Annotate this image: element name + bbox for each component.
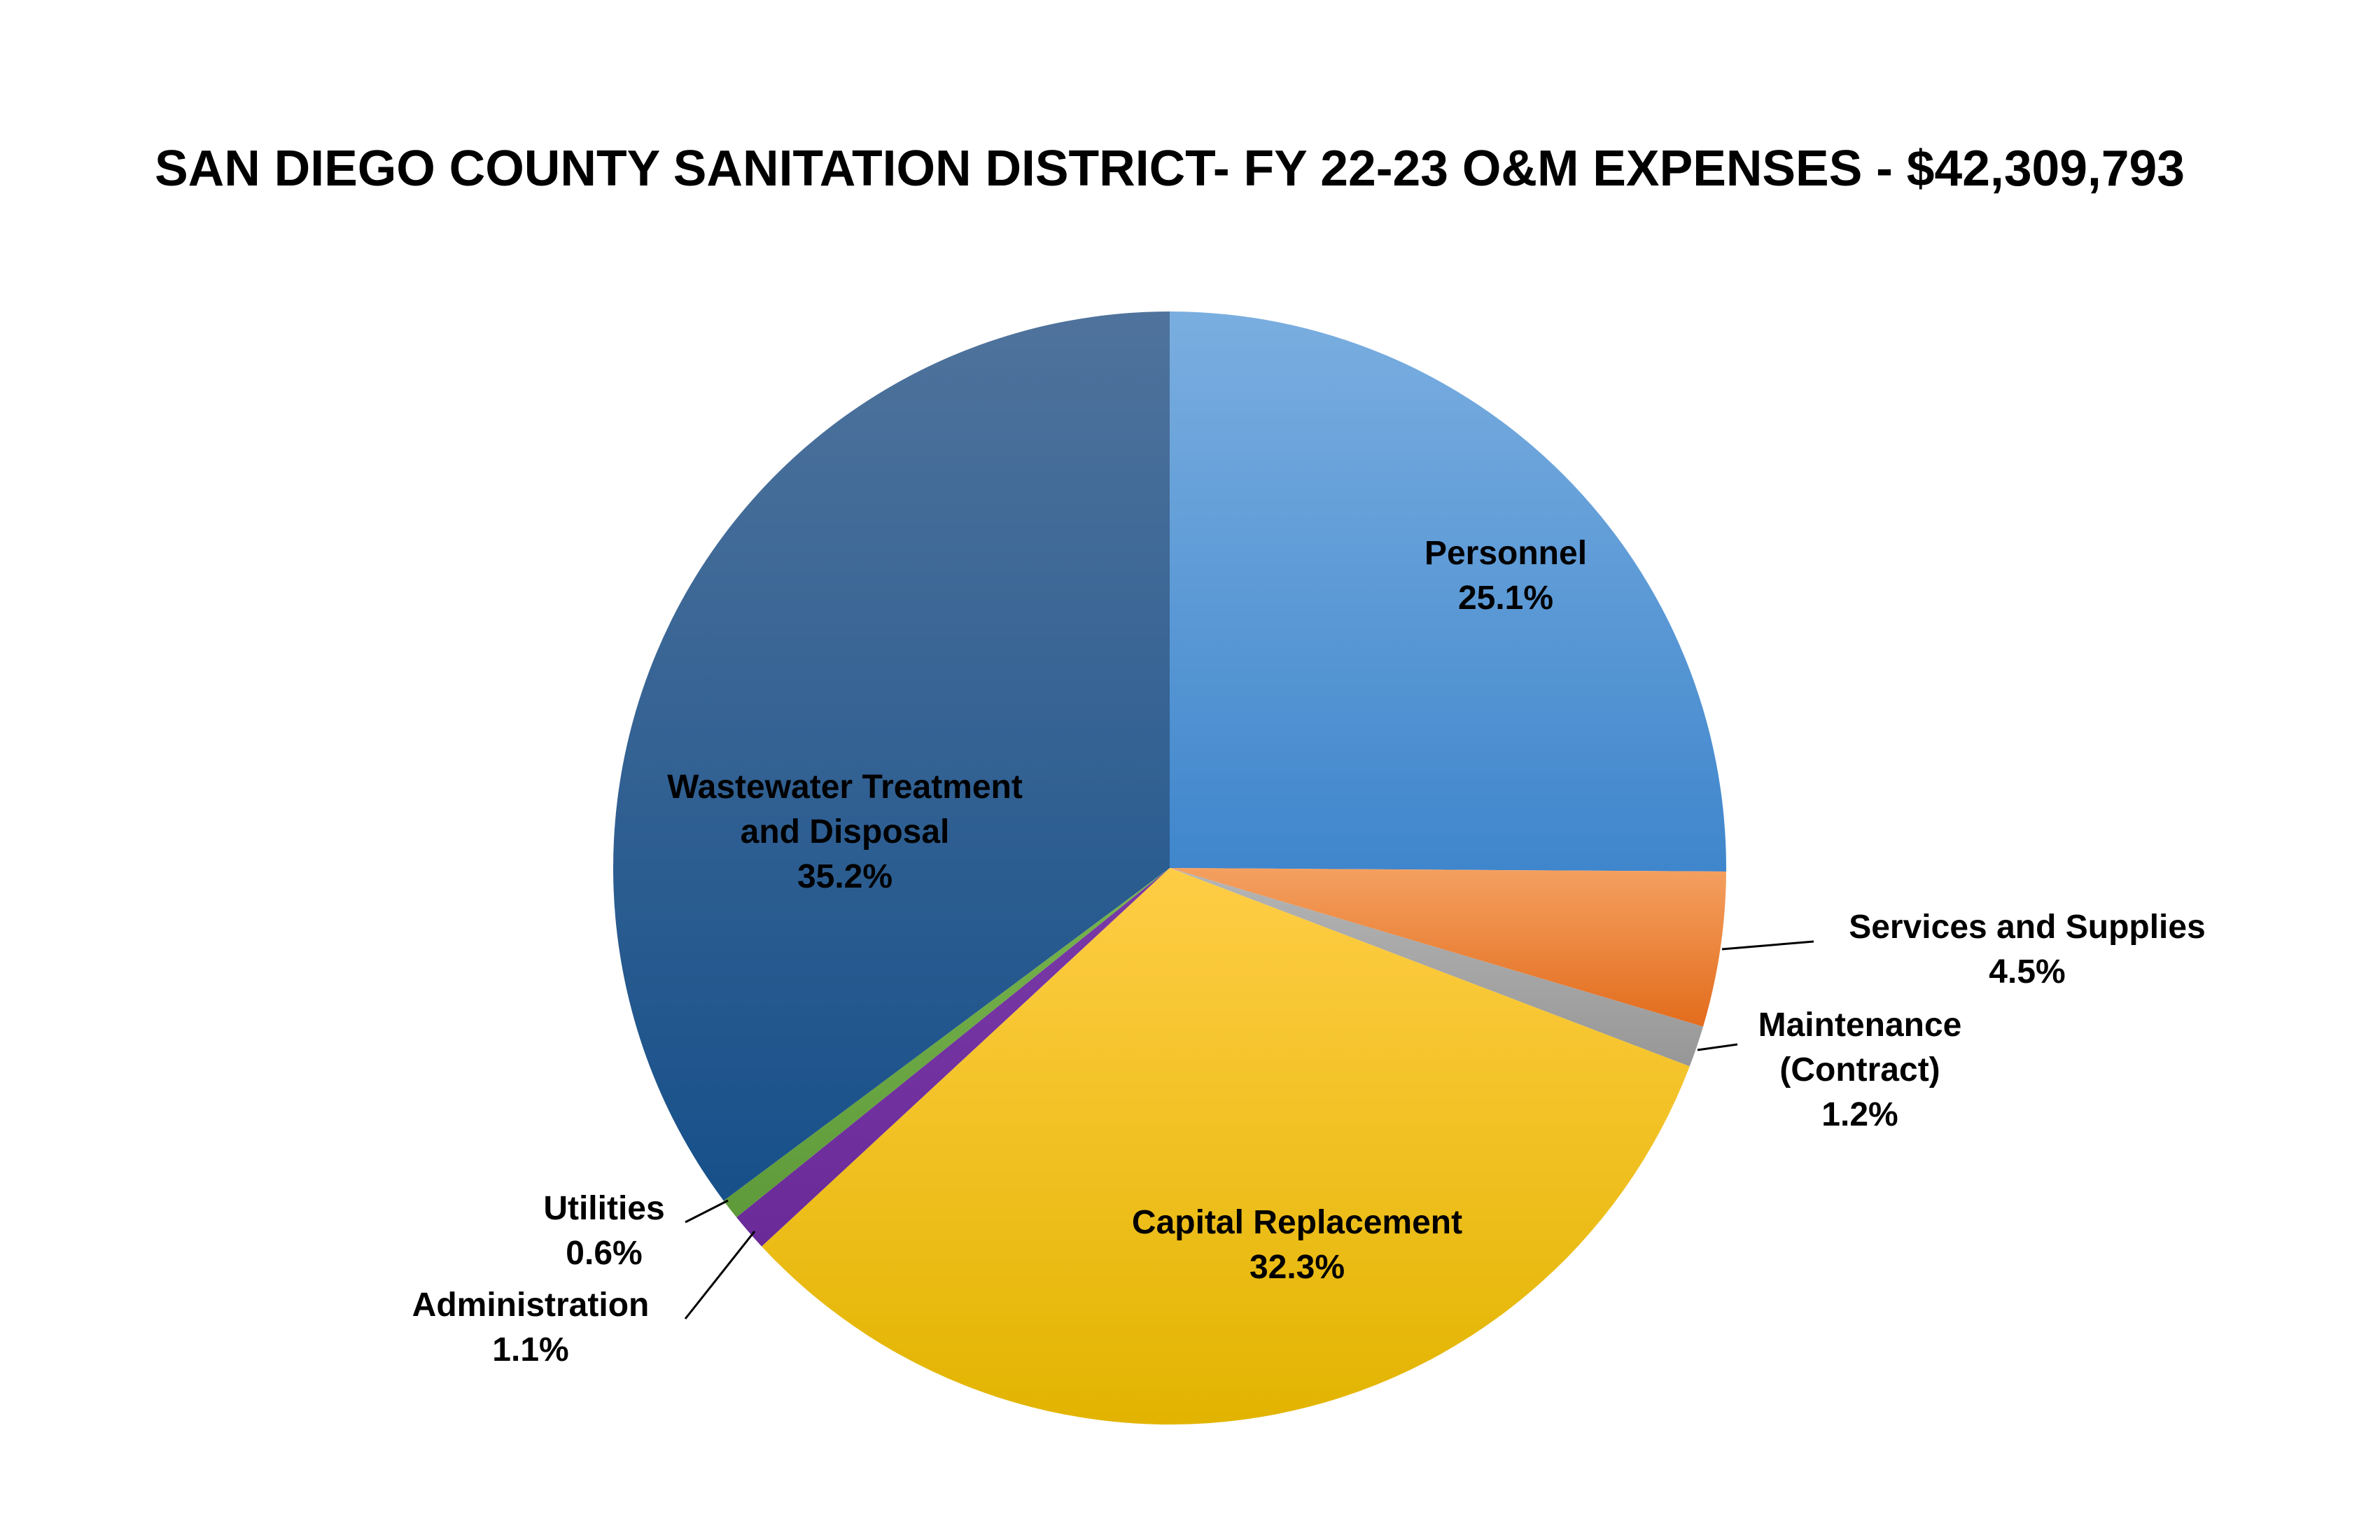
- pie-slice-services-and-supplies: [1170, 868, 1726, 1027]
- data-label-administration: Administration 1.1%: [412, 1287, 650, 1368]
- leader-line-services-and-supplies: [1721, 940, 1814, 951]
- pie-slices: [613, 312, 1726, 1424]
- pie-slice-wastewater-treatment-and-disposal: [613, 312, 1170, 1201]
- pie-slice-personnel: [1170, 312, 1726, 872]
- data-label-capital-replacement: Capital Replacement 32.3%: [1132, 1204, 1462, 1286]
- slice-labels: Personnel 25.1% Services and Supplies 4.5% M…: [412, 535, 2206, 1368]
- leader-line-utilities: [685, 1199, 729, 1224]
- data-label-utilities: Utilities 0.6%: [543, 1190, 664, 1272]
- leader-line-administration: [684, 1231, 756, 1320]
- data-label-services-and-supplies: Services and Supplies 4.5%: [1849, 909, 2206, 990]
- leader-line-maintenance-contract: [1697, 1043, 1738, 1051]
- pie-slice-maintenance-contract: [1170, 868, 1704, 1067]
- pie-slice-capital-replacement: [762, 868, 1690, 1424]
- data-label-personnel: Personnel 25.1%: [1424, 535, 1587, 617]
- data-label-maintenance-contract: Maintenance (Contract) 1.2%: [1758, 1007, 1962, 1133]
- data-label-wastewater-treatment-and-disposal: Wastewater Treatment and Disposal 35.2%: [667, 769, 1023, 895]
- leader-lines: [684, 940, 1814, 1320]
- pie-slice-utilities: [723, 868, 1170, 1218]
- pie-slice-administration: [736, 868, 1170, 1247]
- chart-title: SAN DIEGO COUNTY SANITATION DISTRICT- FY…: [155, 141, 2185, 197]
